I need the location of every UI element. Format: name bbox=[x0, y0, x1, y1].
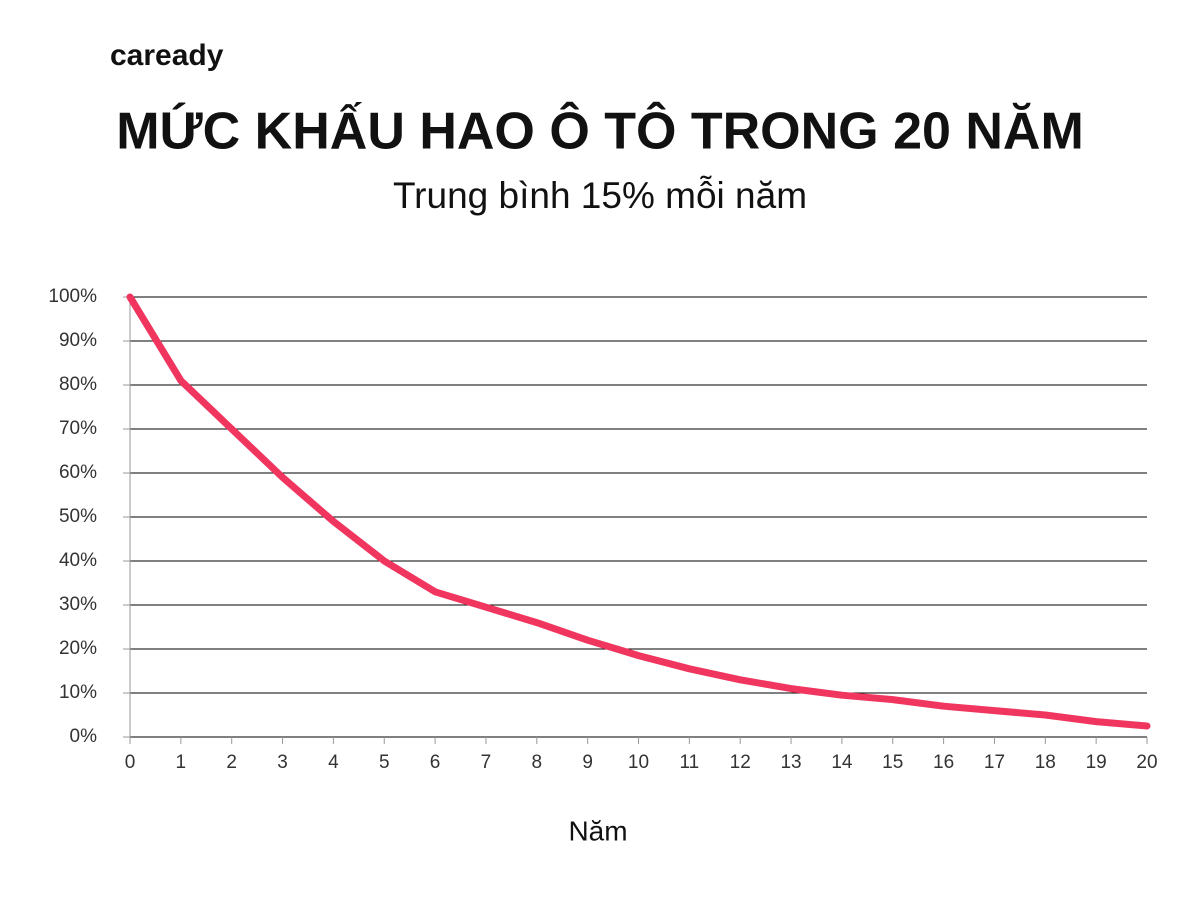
y-tick-label: 100% bbox=[48, 286, 97, 307]
x-tick-label: 18 bbox=[1035, 752, 1056, 773]
y-tick-label: 0% bbox=[70, 726, 98, 747]
y-tick-label: 50% bbox=[59, 506, 97, 527]
x-tick-label: 11 bbox=[679, 752, 699, 773]
x-tick-label: 8 bbox=[532, 752, 543, 773]
chart-title: MỨC KHẤU HAO Ô TÔ TRONG 20 NĂM bbox=[116, 102, 1084, 161]
y-tick-label: 80% bbox=[59, 374, 97, 395]
x-tick-label: 12 bbox=[730, 752, 751, 773]
x-tick-label: 4 bbox=[328, 752, 339, 773]
y-tick-label: 10% bbox=[59, 682, 97, 703]
x-tick-label: 15 bbox=[882, 752, 903, 773]
y-tick-label: 30% bbox=[59, 594, 97, 615]
y-tick-label: 90% bbox=[59, 330, 97, 351]
x-tick-label: 0 bbox=[125, 752, 136, 773]
x-tick-label: 13 bbox=[780, 752, 801, 773]
x-tick-label: 16 bbox=[933, 752, 954, 773]
x-tick-label: 17 bbox=[984, 752, 1005, 773]
chart-subtitle: Trung bình 15% mỗi năm bbox=[393, 175, 807, 216]
x-tick-label: 6 bbox=[430, 752, 441, 773]
x-tick-label: 3 bbox=[277, 752, 288, 773]
y-tick-label: 70% bbox=[59, 418, 97, 439]
x-tick-label: 14 bbox=[831, 752, 853, 773]
x-tick-label: 9 bbox=[582, 752, 593, 773]
brand-logo: caready bbox=[110, 39, 224, 72]
y-tick-label: 20% bbox=[59, 638, 97, 659]
x-axis-label: Năm bbox=[568, 815, 627, 846]
x-tick-label: 7 bbox=[481, 752, 492, 773]
x-tick-label: 10 bbox=[628, 752, 649, 773]
x-tick-label: 2 bbox=[226, 752, 237, 773]
y-tick-label: 60% bbox=[59, 462, 97, 483]
line-series bbox=[126, 293, 1151, 730]
x-tick-label: 20 bbox=[1136, 752, 1157, 773]
x-tick-label: 5 bbox=[379, 752, 390, 773]
y-tick-label: 40% bbox=[59, 550, 97, 571]
x-tick-label: 19 bbox=[1086, 752, 1107, 773]
x-tick-label: 1 bbox=[176, 752, 187, 773]
